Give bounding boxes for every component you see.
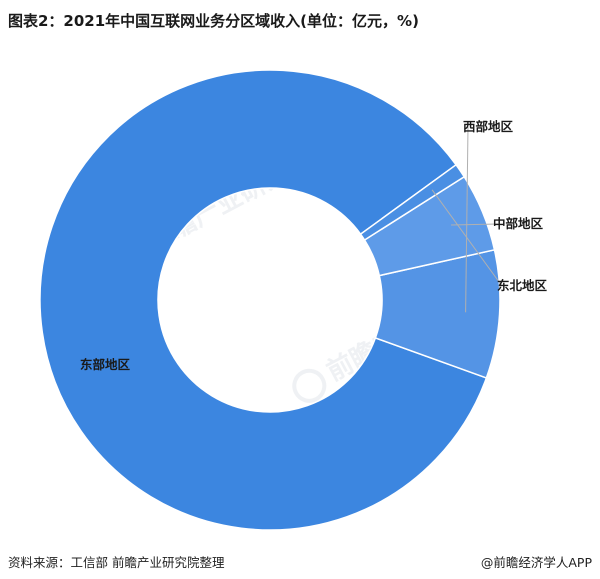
leader-东北地区 bbox=[431, 189, 503, 287]
leader-中部地区 bbox=[451, 223, 499, 226]
credit-note: @前瞻经济学人APP bbox=[480, 555, 592, 570]
source-note: 资料来源：工信部 前瞻产业研究院整理 bbox=[8, 555, 225, 570]
slice-东北地区 bbox=[359, 163, 466, 242]
chart-title: 图表2：2021年中国互联网业务分区域收入(单位：亿元，%) bbox=[8, 12, 419, 30]
label-东北地区: 东北地区 bbox=[497, 278, 548, 293]
label-东部地区: 东部地区 bbox=[80, 357, 131, 372]
label-西部地区: 西部地区 bbox=[463, 119, 514, 134]
slice-东部地区 bbox=[39, 69, 488, 531]
leader-lines bbox=[431, 126, 503, 313]
slices bbox=[39, 69, 501, 531]
label-中部地区: 中部地区 bbox=[493, 216, 544, 231]
leader-西部地区 bbox=[465, 126, 469, 313]
